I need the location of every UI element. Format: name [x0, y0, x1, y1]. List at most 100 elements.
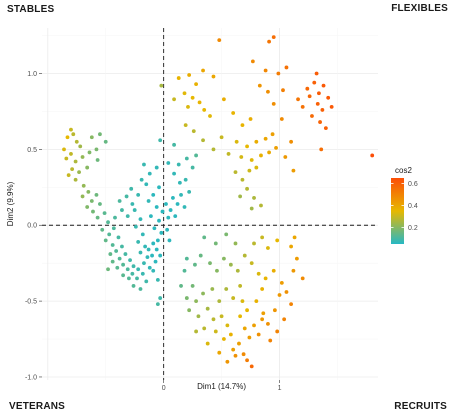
y-tick-label: 0.0: [27, 223, 37, 230]
data-point: [111, 226, 116, 231]
data-point: [183, 123, 188, 128]
data-point: [73, 159, 78, 164]
grid: [42, 28, 378, 380]
data-point: [186, 104, 190, 109]
data-point: [266, 246, 270, 250]
data-point: [153, 259, 158, 264]
data-point: [254, 299, 259, 304]
data-point: [94, 147, 99, 152]
data-point: [292, 235, 297, 240]
data-point: [172, 142, 176, 147]
data-point: [100, 227, 105, 232]
data-point: [144, 182, 149, 187]
data-point: [143, 244, 148, 249]
data-point: [179, 284, 183, 288]
data-point: [190, 165, 195, 170]
data-point: [182, 268, 187, 273]
data-point: [136, 192, 141, 197]
data-point: [87, 150, 92, 155]
data-point: [191, 129, 196, 134]
data-point: [179, 192, 183, 197]
data-point: [94, 192, 99, 197]
data-point: [95, 158, 100, 162]
data-point: [266, 89, 270, 94]
data-point: [157, 185, 161, 190]
data-point: [245, 308, 249, 313]
data-point: [146, 199, 151, 203]
data-point: [248, 117, 253, 121]
data-point: [242, 253, 247, 258]
data-point: [234, 139, 239, 144]
y-axis-title: Dim2 (9.9%): [6, 181, 15, 226]
data-point: [208, 261, 212, 266]
data-point: [284, 65, 289, 70]
data-point: [256, 332, 261, 337]
data-point: [126, 276, 131, 281]
data-point: [136, 267, 141, 272]
data-point: [177, 180, 182, 185]
data-point: [300, 104, 305, 109]
data-point: [166, 215, 171, 220]
data-point: [222, 337, 226, 341]
data-point: [226, 152, 231, 156]
data-point: [98, 202, 102, 206]
data-point: [81, 183, 86, 188]
data-point: [289, 244, 294, 249]
data-point: [66, 173, 71, 178]
data-point: [268, 338, 273, 343]
data-point: [78, 144, 83, 149]
data-point: [211, 147, 216, 152]
data-point: [202, 326, 207, 331]
data-point: [281, 88, 285, 93]
data-point: [270, 132, 275, 137]
data-point: [228, 262, 233, 267]
data-point: [184, 296, 189, 300]
data-point: [289, 302, 294, 307]
data-point: [121, 273, 126, 278]
data-point: [151, 192, 156, 197]
data-point: [211, 317, 216, 322]
data-point: [151, 268, 156, 273]
data-point: [329, 104, 334, 109]
data-point: [224, 232, 229, 237]
data-point: [277, 293, 282, 297]
points-layer: [62, 35, 375, 369]
data-point: [69, 127, 73, 132]
data-point: [140, 232, 145, 237]
data-point: [133, 224, 138, 229]
data-point: [106, 220, 110, 225]
data-point: [190, 95, 195, 100]
data-point: [128, 258, 132, 263]
data-point: [145, 255, 150, 260]
data-point: [201, 68, 205, 73]
data-point: [159, 83, 164, 88]
data-point: [113, 215, 117, 220]
data-point: [217, 38, 222, 43]
data-point: [154, 205, 159, 209]
data-point: [326, 95, 331, 100]
data-point: [275, 238, 280, 243]
data-point: [117, 256, 122, 261]
data-point: [222, 256, 226, 261]
data-point: [166, 161, 171, 165]
data-point: [151, 241, 156, 246]
data-point: [131, 284, 136, 288]
data-point: [142, 261, 146, 266]
data-point: [155, 277, 160, 282]
data-point: [249, 261, 254, 266]
data-point: [176, 162, 181, 167]
data-point: [155, 302, 160, 307]
data-point: [261, 311, 266, 316]
data-point: [318, 120, 322, 124]
data-point: [164, 202, 168, 206]
data-point: [259, 153, 263, 158]
data-point: [86, 189, 91, 194]
data-point: [187, 308, 192, 313]
data-point: [194, 299, 198, 304]
data-point: [247, 335, 252, 340]
data-point: [252, 323, 256, 328]
data-point: [321, 83, 326, 88]
data-point: [69, 152, 73, 156]
data-point: [175, 202, 180, 206]
data-point: [103, 139, 108, 144]
